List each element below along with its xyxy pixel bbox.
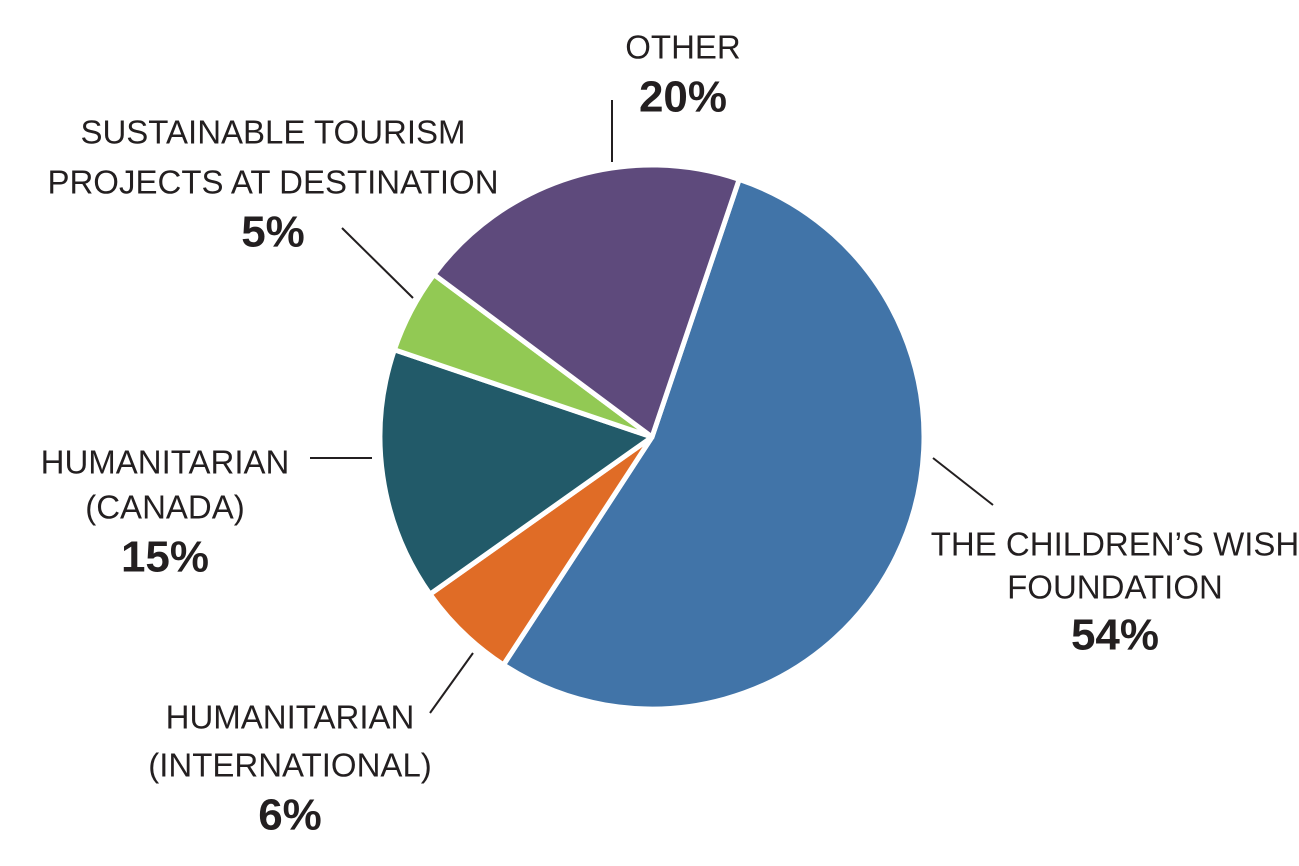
slice-label: (INTERNATIONAL) <box>148 747 432 784</box>
slice-label: PROJECTS AT DESTINATION <box>47 164 498 201</box>
slice-label: SUSTAINABLE TOURISM <box>80 114 465 151</box>
slice-label: THE CHILDREN’S WISH <box>931 526 1299 563</box>
slice-label: HUMANITARIAN <box>41 444 290 481</box>
value-label: 5% <box>241 208 305 257</box>
pie-slice <box>431 162 742 440</box>
value-label: 20% <box>639 73 727 122</box>
slice-label: (CANADA) <box>85 489 245 526</box>
value-label: 15% <box>121 533 209 582</box>
pie-slice <box>377 347 655 597</box>
value-label: 6% <box>258 791 322 840</box>
slice-label: OTHER <box>625 29 741 66</box>
pie-slice <box>500 176 927 712</box>
slice-label: FOUNDATION <box>1007 569 1223 606</box>
value-label: 54% <box>1071 611 1159 660</box>
leader-line <box>932 457 994 506</box>
leader-line <box>429 652 474 714</box>
leader-line <box>341 227 414 299</box>
slice-label: HUMANITARIAN <box>166 699 415 736</box>
